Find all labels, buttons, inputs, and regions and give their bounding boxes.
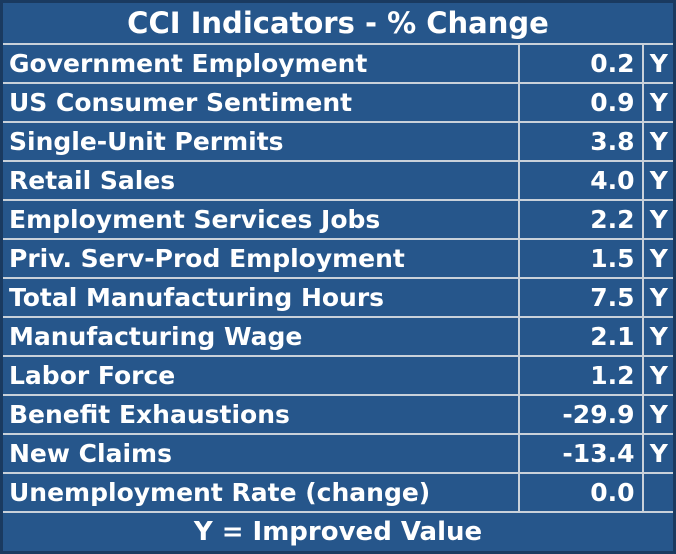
- pct-change-cell: 1.5: [518, 238, 645, 279]
- indicator-name-cell: Priv. Serv-Prod Employment: [0, 238, 521, 279]
- improved-flag-cell: Y: [642, 43, 676, 84]
- improved-flag-cell: Y: [642, 82, 676, 123]
- legend-footnote: Y = Improved Value: [0, 511, 676, 554]
- pct-change-cell: 4.0: [518, 160, 645, 201]
- indicator-name-cell: Government Employment: [0, 43, 521, 84]
- improved-flag-cell: Y: [642, 160, 676, 201]
- indicator-name-cell: New Claims: [0, 433, 521, 474]
- pct-change-cell: -29.9: [518, 394, 645, 435]
- table-row: Single-Unit Permits 3.8 Y: [0, 121, 676, 162]
- improved-flag-cell: Y: [642, 199, 676, 240]
- pct-change-cell: 2.1: [518, 316, 645, 357]
- table-row: Total Manufacturing Hours 7.5 Y: [0, 277, 676, 318]
- improved-flag-cell: Y: [642, 394, 676, 435]
- table-row: Employment Services Jobs 2.2 Y: [0, 199, 676, 240]
- table-row: Benefit Exhaustions -29.9 Y: [0, 394, 676, 435]
- indicator-name-cell: Unemployment Rate (change): [0, 472, 521, 513]
- indicator-name-cell: Retail Sales: [0, 160, 521, 201]
- table-row: New Claims -13.4 Y: [0, 433, 676, 474]
- improved-flag-cell: Y: [642, 238, 676, 279]
- pct-change-cell: 1.2: [518, 355, 645, 396]
- indicator-name-cell: Labor Force: [0, 355, 521, 396]
- pct-change-cell: 7.5: [518, 277, 645, 318]
- title-row: CCI Indicators - % Change: [0, 0, 676, 45]
- pct-change-cell: 0.9: [518, 82, 645, 123]
- table-title: CCI Indicators - % Change: [0, 0, 676, 45]
- table-row: Priv. Serv-Prod Employment 1.5 Y: [0, 238, 676, 279]
- improved-flag-cell: Y: [642, 277, 676, 318]
- table-row: US Consumer Sentiment 0.9 Y: [0, 82, 676, 123]
- table-row: Unemployment Rate (change) 0.0: [0, 472, 676, 513]
- table-row: Government Employment 0.2 Y: [0, 43, 676, 84]
- indicator-rows: Government Employment 0.2 Y US Consumer …: [0, 43, 676, 513]
- indicator-name-cell: Total Manufacturing Hours: [0, 277, 521, 318]
- improved-flag-cell: [642, 472, 676, 513]
- improved-flag-cell: Y: [642, 121, 676, 162]
- indicator-name-cell: Single-Unit Permits: [0, 121, 521, 162]
- pct-change-cell: -13.4: [518, 433, 645, 474]
- table-row: Labor Force 1.2 Y: [0, 355, 676, 396]
- improved-flag-cell: Y: [642, 316, 676, 357]
- table-row: Manufacturing Wage 2.1 Y: [0, 316, 676, 357]
- indicator-name-cell: US Consumer Sentiment: [0, 82, 521, 123]
- improved-flag-cell: Y: [642, 355, 676, 396]
- improved-flag-cell: Y: [642, 433, 676, 474]
- pct-change-cell: 0.2: [518, 43, 645, 84]
- pct-change-cell: 0.0: [518, 472, 645, 513]
- pct-change-cell: 2.2: [518, 199, 645, 240]
- pct-change-cell: 3.8: [518, 121, 645, 162]
- indicator-name-cell: Benefit Exhaustions: [0, 394, 521, 435]
- indicator-name-cell: Employment Services Jobs: [0, 199, 521, 240]
- footer-row: Y = Improved Value: [0, 511, 676, 554]
- indicator-name-cell: Manufacturing Wage: [0, 316, 521, 357]
- table-row: Retail Sales 4.0 Y: [0, 160, 676, 201]
